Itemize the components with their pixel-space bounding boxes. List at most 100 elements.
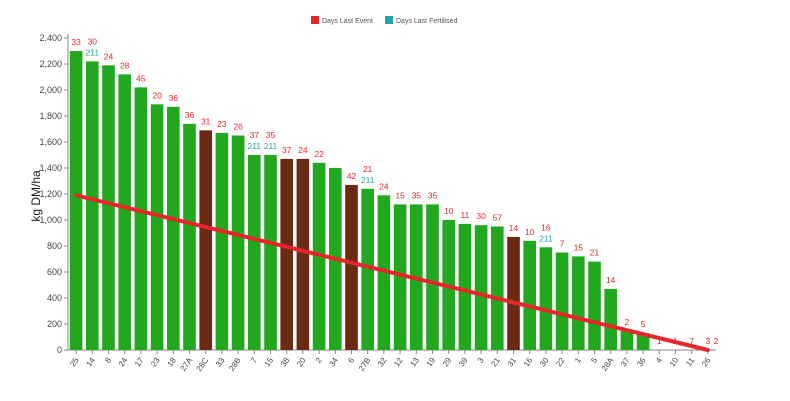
y-tick-label: 1,800 — [39, 111, 62, 121]
days-last-event-label: 24 — [379, 181, 389, 191]
bar — [264, 155, 277, 350]
bar — [215, 132, 229, 350]
x-tick-label: 32 — [376, 356, 389, 369]
bar — [507, 236, 520, 350]
y-tick-label: 1,000 — [39, 215, 62, 225]
x-tick-label: 37 — [619, 356, 632, 369]
bar — [247, 155, 261, 350]
days-last-event-label: 24 — [104, 51, 114, 61]
x-tick-label: 17 — [133, 356, 146, 369]
days-last-event-label: 37 — [250, 130, 260, 140]
x-tick-label: 21 — [489, 356, 502, 369]
days-last-event-label: 28 — [120, 60, 130, 70]
x-tick-label: 22 — [554, 356, 567, 369]
bar — [296, 158, 310, 350]
bar — [361, 188, 375, 350]
y-tick-label: 2,000 — [39, 85, 62, 95]
y-tick-label: 1,400 — [39, 163, 62, 173]
days-last-event-label: 15 — [395, 190, 405, 200]
days-last-event-label: 2 — [625, 317, 630, 327]
bar — [458, 223, 472, 350]
bar — [571, 256, 585, 350]
days-last-fertilised-label: 211 — [264, 141, 278, 151]
days-last-event-label: 20 — [152, 90, 162, 100]
x-tick-label: 31 — [506, 356, 519, 369]
y-tick-label: 2,400 — [39, 33, 62, 43]
legend-swatch-days-last-event — [311, 16, 319, 24]
days-last-event-label: 11 — [460, 210, 469, 220]
x-tick-label: 27A — [179, 355, 195, 372]
days-last-event-label: 16 — [541, 222, 551, 232]
x-tick-label: 18 — [165, 356, 178, 369]
x-tick-label: 25 — [68, 356, 81, 369]
x-tick-label: 24 — [117, 356, 130, 369]
y-axis: 0 200 400 600 800 1,000 1,200 1,400 1,600 1,800 2,… — [39, 33, 69, 355]
bar — [426, 204, 439, 350]
days-last-event-label: 14 — [509, 223, 519, 233]
x-tick-label: 5 — [589, 356, 599, 365]
days-last-event-label: 36 — [169, 93, 179, 103]
x-axis: 25 14 8 24 17 23 18 27A 28C 33 28B 7 15 38 20 2 34 6 27B 32… — [68, 349, 716, 373]
y-tick-label: 2,200 — [39, 59, 62, 69]
x-tick-label: 14 — [84, 356, 97, 369]
x-tick-label: 8 — [103, 356, 113, 365]
days-last-event-label: 23 — [217, 119, 227, 129]
x-tick-label: 27B — [357, 356, 373, 373]
days-last-event-label: 2 — [714, 336, 719, 346]
x-tick-label: 33 — [214, 356, 227, 369]
x-tick-label: 39 — [457, 356, 470, 369]
bar — [490, 226, 504, 350]
x-tick-label: 36 — [635, 356, 648, 369]
bar — [199, 130, 213, 350]
x-tick-label: 26 — [700, 356, 713, 369]
days-last-event-label: 21 — [363, 164, 373, 174]
bar — [523, 240, 537, 350]
days-last-event-label: 36 — [185, 110, 195, 120]
bar — [474, 225, 488, 350]
legend-swatch-days-last-fertilised — [385, 16, 393, 24]
y-tick-label: 400 — [47, 293, 62, 303]
days-last-event-label: 21 — [590, 248, 600, 258]
x-tick-label: 30 — [538, 356, 551, 369]
y-tick-label: 200 — [47, 319, 62, 329]
bar — [102, 65, 115, 351]
x-tick-label: 28B — [227, 356, 243, 373]
bar — [620, 331, 634, 350]
bar — [118, 74, 132, 351]
y-tick-label: 1,200 — [39, 189, 62, 199]
y-tick-label: 1,600 — [39, 137, 62, 147]
days-last-event-label: 26 — [233, 122, 243, 132]
bar — [588, 261, 601, 350]
bar — [150, 104, 164, 350]
days-last-event-label: 42 — [347, 171, 357, 181]
x-tick-label: 11 — [684, 356, 696, 368]
days-last-fertilised-label: 211 — [361, 175, 375, 185]
days-last-event-label: 37 — [282, 145, 292, 155]
days-last-event-label: 3 — [706, 336, 711, 346]
x-tick-label: 23 — [149, 356, 162, 369]
y-tick-label: 800 — [47, 241, 62, 251]
days-last-event-label: 5 — [641, 319, 646, 329]
days-last-event-label: 45 — [136, 73, 146, 83]
days-last-event-label: 30 — [88, 36, 98, 46]
x-tick-label: 28C — [195, 356, 211, 373]
x-tick-label: 7 — [249, 356, 259, 365]
legend: Days Last Event Days Last Fertilised — [311, 16, 458, 25]
y-tick-label: 600 — [47, 267, 62, 277]
x-tick-label: 15 — [263, 356, 276, 369]
bar — [166, 106, 180, 351]
bar — [604, 288, 618, 350]
bar — [134, 87, 148, 351]
legend-label-days-last-fertilised: Days Last Fertilised — [396, 18, 458, 25]
x-tick-label: 6 — [346, 356, 356, 365]
bar — [85, 61, 99, 351]
x-tick-label: 1 — [573, 356, 583, 365]
days-last-event-label: 24 — [298, 145, 308, 155]
bar — [183, 123, 196, 350]
bar — [393, 204, 407, 350]
bar — [636, 333, 650, 350]
x-tick-label: 29 — [441, 356, 454, 369]
trend-line-group — [74, 193, 710, 352]
